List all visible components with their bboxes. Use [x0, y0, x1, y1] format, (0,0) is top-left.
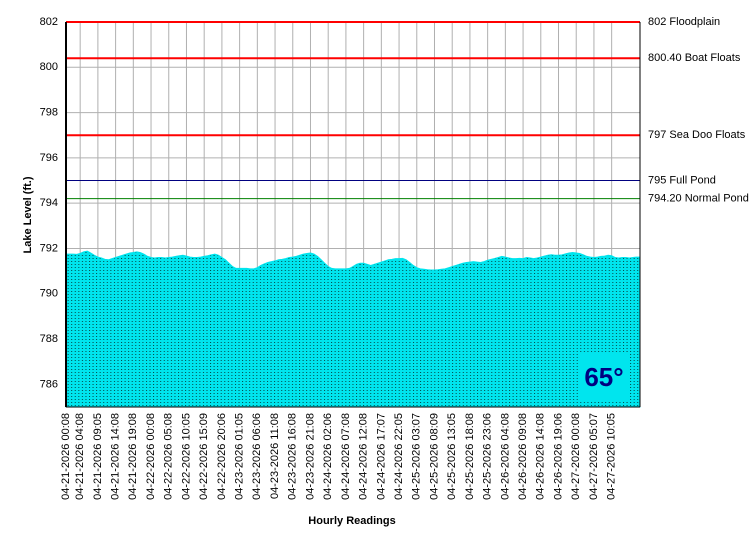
y-tick-label: 802	[40, 16, 58, 28]
x-tick-label: 04-27-2026 00:08	[570, 413, 582, 500]
y-axis-label: Lake Level (ft.)	[22, 176, 34, 253]
x-axis-label: Hourly Readings	[308, 515, 395, 527]
x-tick-label: 04-23-2026 11:08	[269, 413, 281, 499]
y-tick-label: 800	[40, 61, 58, 73]
y-tick-label: 794	[40, 197, 58, 209]
x-tick-label: 04-26-2026 04:08	[499, 413, 511, 500]
y-tick-label: 792	[40, 242, 58, 254]
reference-label: 795 Full Pond	[648, 174, 716, 186]
reference-label: 802 Floodplain	[648, 16, 720, 28]
x-tick-label: 04-27-2026 05:07	[588, 413, 600, 500]
reference-label: 794.20 Normal Pond	[648, 193, 749, 205]
x-tick-label: 04-22-2026 00:08	[145, 413, 157, 500]
x-tick-label: 04-26-2026 19:06	[552, 413, 564, 500]
x-tick-label: 04-24-2026 02:06	[322, 413, 334, 500]
x-tick-label: 04-26-2026 09:08	[517, 413, 529, 500]
x-tick-label: 04-23-2026 16:08	[287, 413, 299, 500]
x-tick-label: 04-22-2026 15:09	[198, 413, 210, 500]
x-tick-label: 04-21-2026 00:08	[60, 413, 72, 500]
area	[65, 250, 641, 408]
x-tick-label: 04-24-2026 22:05	[393, 413, 405, 500]
y-tick-label: 788	[40, 333, 58, 345]
x-tick-label: 04-26-2026 14:08	[535, 413, 547, 500]
x-tick-label: 04-25-2026 08:09	[428, 413, 440, 500]
x-tick-label: 04-21-2026 19:08	[127, 413, 139, 500]
x-tick-label: 04-25-2026 18:08	[464, 413, 476, 500]
x-tick-label: 04-25-2026 03:07	[411, 413, 423, 500]
y-tick-label: 786	[40, 378, 58, 390]
x-tick-label: 04-21-2026 09:05	[92, 413, 104, 500]
x-tick-label: 04-21-2026 04:08	[74, 413, 86, 500]
x-tick-label: 04-25-2026 23:06	[482, 413, 494, 500]
x-tick-label: 04-22-2026 05:08	[163, 413, 175, 500]
x-tick-label: 04-22-2026 20:06	[216, 413, 228, 500]
x-tick-label: 04-24-2026 17:07	[375, 413, 387, 500]
x-tick-label: 04-24-2026 12:08	[358, 413, 370, 500]
x-tick-label: 04-25-2026 13:05	[446, 413, 458, 500]
reference-label: 800.40 Boat Floats	[648, 52, 741, 64]
x-tick-label: 04-22-2026 10:05	[180, 413, 192, 500]
x-tick-label: 04-27-2026 10:05	[606, 413, 618, 500]
y-tick-label: 796	[40, 152, 58, 164]
reference-label: 797 Sea Doo Floats	[648, 129, 746, 141]
y-tick-label: 790	[40, 288, 58, 300]
x-tick-label: 04-23-2026 01:05	[234, 413, 246, 500]
temperature-label: 65°	[584, 362, 623, 392]
x-tick-label: 04-23-2026 06:06	[251, 413, 263, 500]
temperature-box	[578, 354, 630, 400]
x-tick-label: 04-21-2026 14:08	[110, 413, 122, 500]
y-tick-label: 798	[40, 106, 58, 118]
x-tick-label: 04-24-2026 07:08	[340, 413, 352, 500]
x-tick-label: 04-23-2026 21:08	[304, 413, 316, 500]
